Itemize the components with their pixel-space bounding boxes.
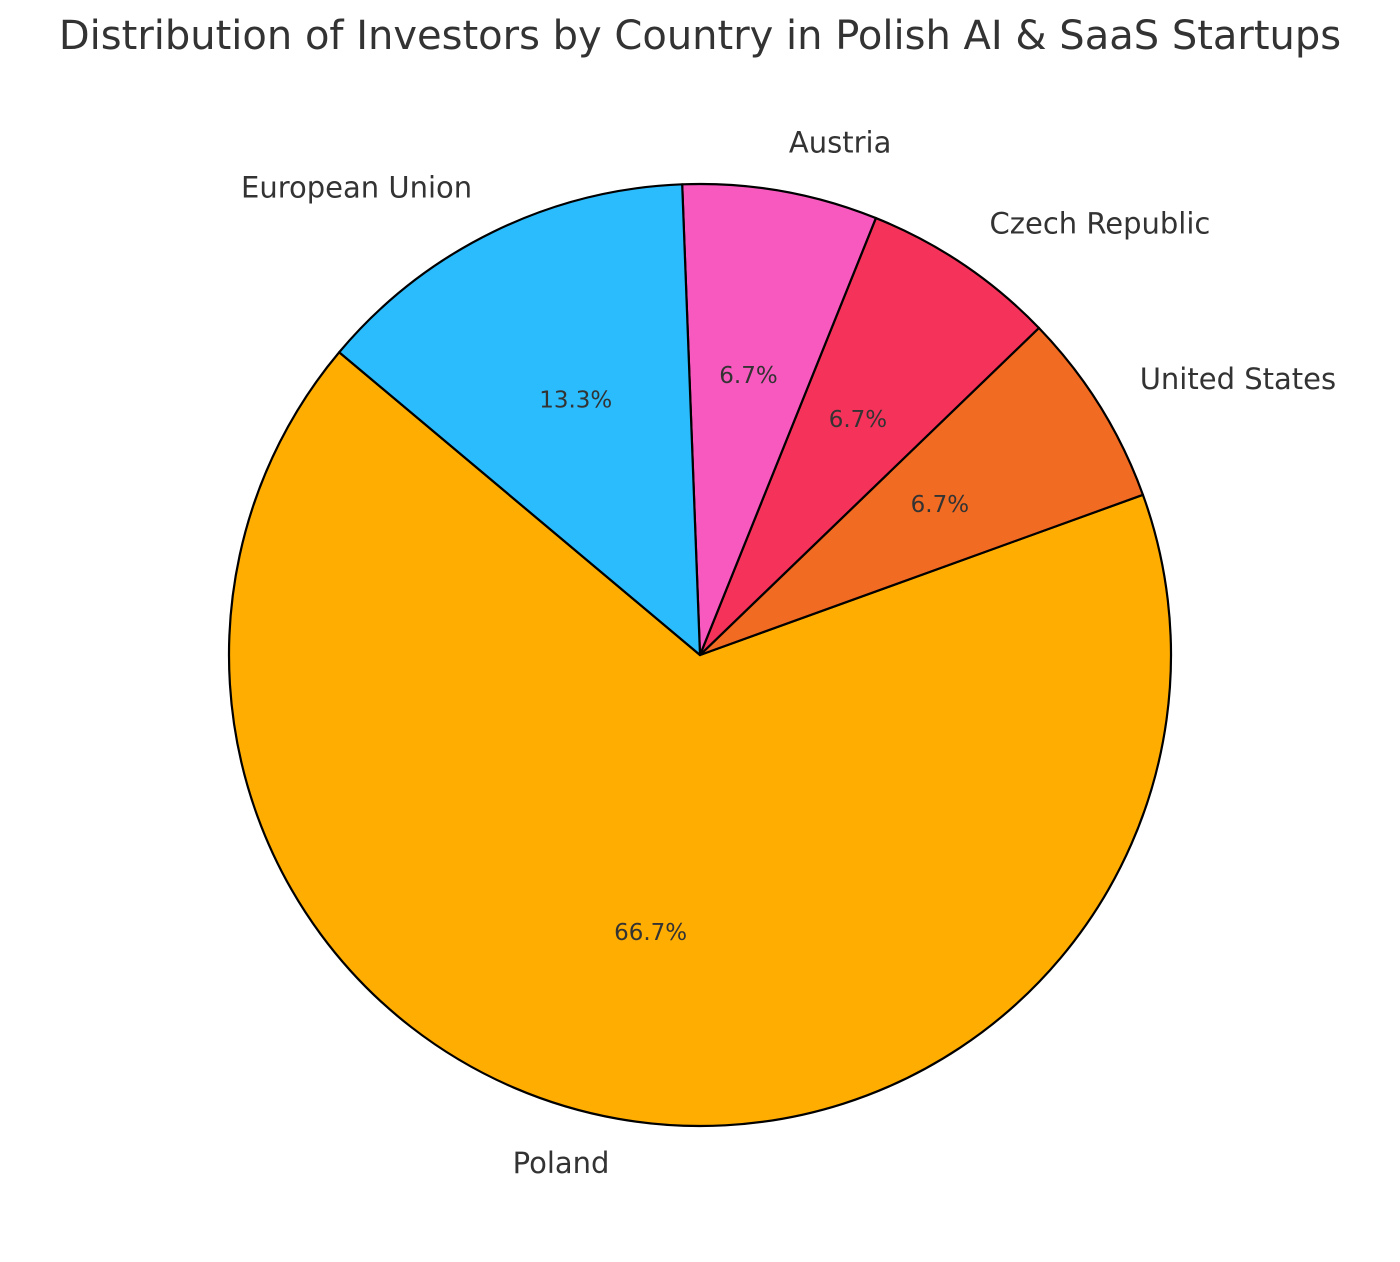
slice-label: Poland [513,1146,610,1180]
value-label: 13.3% [539,388,612,414]
pie-slice [681,182,877,657]
pie-slice [338,183,702,657]
value-label: 6.7% [719,363,777,389]
slice-label: United States [1140,362,1336,396]
pie-slice [698,216,1041,657]
chart-title: Distribution of Investors by Country in … [59,13,1341,59]
value-label: 6.7% [829,407,887,433]
value-label: 66.7% [614,920,687,946]
pie-slice [227,351,1173,1128]
slice-label: Czech Republic [990,206,1211,240]
slice-label: Austria [789,126,891,160]
value-label: 6.7% [911,492,969,518]
pie-slice [698,326,1145,657]
slice-label: European Union [241,171,472,205]
